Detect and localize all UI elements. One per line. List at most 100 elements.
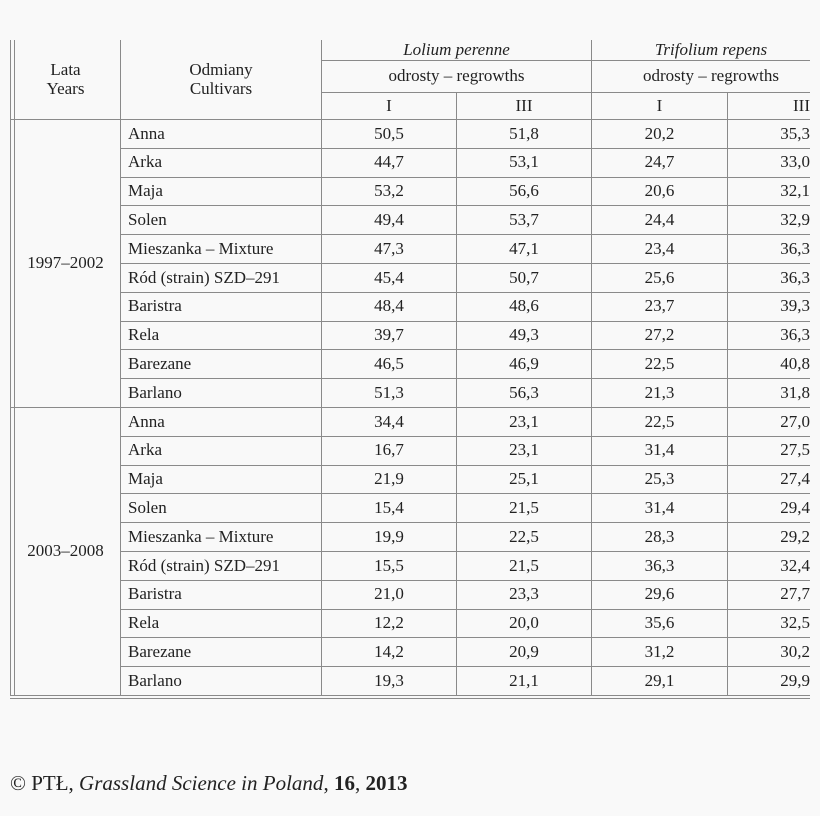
value-cell: 47,1 (456, 234, 592, 264)
table-row: Ród (strain) SZD–291 15,5 21,5 36,3 32,4 (11, 550, 810, 581)
copyright-text: © PTŁ, (10, 771, 80, 795)
value-cell: 21,0 (321, 579, 457, 610)
volume-number: 16 (333, 771, 355, 795)
value-cell: 49,3 (456, 320, 592, 351)
value-cell: 29,1 (591, 666, 728, 696)
cultivar-cell: Maja (120, 464, 322, 495)
value-cell: 22,5 (591, 349, 728, 380)
value-cell: 23,1 (456, 406, 592, 437)
table-row: Ród (strain) SZD–291 45,4 50,7 25,6 36,3 (11, 262, 810, 293)
value-cell: 28,3 (591, 522, 728, 552)
cultivar-cell: Ród (strain) SZD–291 (120, 262, 322, 293)
value-cell: 53,2 (321, 176, 457, 207)
value-cell: 27,4 (727, 464, 810, 495)
years-cell: 1997–2002 (10, 119, 121, 408)
value-cell: 32,9 (727, 205, 810, 236)
value-cell: 24,4 (591, 205, 728, 236)
value-cell: 21,3 (591, 378, 728, 408)
value-cell: 35,3 (727, 119, 810, 149)
value-cell: 51,3 (321, 378, 457, 408)
value-cell: 14,2 (321, 637, 457, 668)
value-cell: 19,3 (321, 666, 457, 696)
value-cell: 27,7 (727, 579, 810, 610)
value-cell: 25,3 (591, 464, 728, 495)
table-row: Maja 21,9 25,1 25,3 27,4 (11, 464, 810, 495)
cultivar-cell: Baristra (120, 579, 322, 610)
regrowth-col-header: I (321, 92, 457, 120)
cultivar-cell: Rela (120, 608, 322, 639)
cultivar-cell: Barezane (120, 349, 322, 380)
table-row: Mieszanka – Mixture 19,9 22,5 28,3 29,2 (11, 522, 810, 552)
value-cell: 30,2 (727, 637, 810, 668)
regrowth-col-header: III (456, 92, 592, 120)
cultivar-cell: Mieszanka – Mixture (120, 234, 322, 264)
table-row: Solen 49,4 53,7 24,4 32,9 (11, 205, 810, 236)
cultivar-cell: Anna (120, 119, 322, 149)
value-cell: 50,7 (456, 262, 592, 293)
cultivar-cell: Barlano (120, 378, 322, 408)
value-cell: 21,5 (456, 550, 592, 581)
value-cell: 23,4 (591, 234, 728, 264)
cultivars-header: Odmiany Cultivars (120, 40, 322, 120)
value-cell: 20,6 (591, 176, 728, 207)
value-cell: 45,4 (321, 262, 457, 293)
value-cell: 31,4 (591, 493, 728, 524)
value-cell: 39,3 (727, 291, 810, 322)
table-row: Rela 12,2 20,0 35,6 32,5 (11, 608, 810, 639)
value-cell: 48,4 (321, 291, 457, 322)
value-cell: 19,9 (321, 522, 457, 552)
cultivar-cell: Rela (120, 320, 322, 351)
years-label-en: Years (46, 78, 85, 98)
regrowths-header-trifolium: odrosty – regrowths (591, 60, 810, 93)
value-cell: 49,4 (321, 205, 457, 236)
value-cell: 23,7 (591, 291, 728, 322)
value-cell: 35,6 (591, 608, 728, 639)
years-cell: 2003–2008 (10, 406, 121, 696)
table-row: Mieszanka – Mixture 47,3 47,1 23,4 36,3 (11, 234, 810, 264)
table-row: Rela 39,7 49,3 27,2 36,3 (11, 320, 810, 351)
value-cell: 22,5 (456, 522, 592, 552)
cultivars-label-en: Cultivars (189, 78, 253, 98)
cultivar-cell: Maja (120, 176, 322, 207)
value-cell: 50,5 (321, 119, 457, 149)
value-cell: 32,5 (727, 608, 810, 639)
table-row: Arka 16,7 23,1 31,4 27,5 (11, 435, 810, 466)
cultivar-cell: Solen (120, 205, 322, 236)
value-cell: 56,3 (456, 378, 592, 408)
value-cell: 34,4 (321, 406, 457, 437)
cultivar-cell: Solen (120, 493, 322, 524)
cultivar-cell: Mieszanka – Mixture (120, 522, 322, 552)
value-cell: 56,6 (456, 176, 592, 207)
value-cell: 23,1 (456, 435, 592, 466)
table-row: 1997–2002 Anna 50,5 51,8 20,2 35,3 (10, 119, 810, 408)
table-row: Barlano 19,3 21,1 29,1 29,9 (11, 666, 810, 696)
regrowths-header-lolium: odrosty – regrowths (321, 60, 592, 93)
value-cell: 21,5 (456, 493, 592, 524)
value-cell: 36,3 (727, 320, 810, 351)
value-cell: 16,7 (321, 435, 457, 466)
cultivar-cell: Arka (120, 147, 322, 178)
table-row: Barezane 14,2 20,9 31,2 30,2 (11, 637, 810, 668)
publication-year: 2013 (365, 771, 408, 795)
value-cell: 24,7 (591, 147, 728, 178)
value-cell: 36,3 (591, 550, 728, 581)
value-cell: 44,7 (321, 147, 457, 178)
value-cell: 32,4 (727, 550, 810, 581)
cultivar-cell: Arka (120, 435, 322, 466)
value-cell: 20,2 (591, 119, 728, 149)
table-row: Arka 44,7 53,1 24,7 33,0 (11, 147, 810, 178)
cultivar-cell: Ród (strain) SZD–291 (120, 550, 322, 581)
table-bottom-rule (10, 695, 810, 699)
species-header-trifolium: Trifolium repens (591, 40, 810, 61)
value-cell: 36,3 (727, 234, 810, 264)
table-row: 2003–2008 Anna 34,4 23,1 22,5 27,0 (10, 406, 810, 696)
table-header: Lata Years Odmiany Cultivars Lolium pere… (10, 40, 810, 120)
cultivar-cell: Barezane (120, 637, 322, 668)
value-cell: 46,9 (456, 349, 592, 380)
table-row: Maja 53,2 56,6 20,6 32,1 (11, 176, 810, 207)
value-cell: 36,3 (727, 262, 810, 293)
table-row: Solen 15,4 21,5 31,4 29,4 (11, 493, 810, 524)
value-cell: 39,7 (321, 320, 457, 351)
regrowth-col-header: I (591, 92, 728, 120)
value-cell: 33,0 (727, 147, 810, 178)
